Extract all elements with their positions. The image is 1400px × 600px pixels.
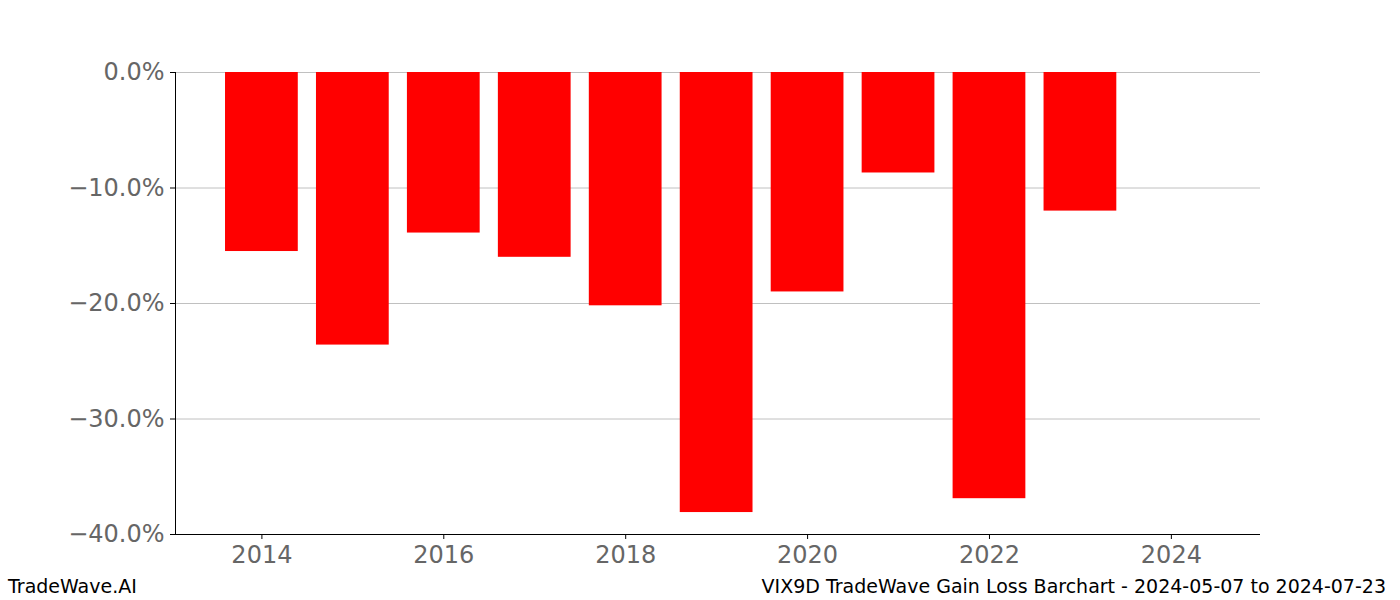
svg-text:−30.0%: −30.0% <box>68 405 164 433</box>
svg-text:2018: 2018 <box>595 541 656 569</box>
svg-text:0.0%: 0.0% <box>104 58 165 86</box>
html-text:TradeWave.AI: TradeWave.AI <box>8 575 137 597</box>
svg-text:2014: 2014 <box>231 541 292 569</box>
svg-text:−40.0%: −40.0% <box>68 520 164 548</box>
html-text:VIX9D TradeWave Gain Loss Barc: VIX9D TradeWave Gain Loss Barchart - 202… <box>761 575 1386 597</box>
svg-text:−20.0%: −20.0% <box>68 289 164 317</box>
svg-text:2016: 2016 <box>413 541 474 569</box>
svg-text:2022: 2022 <box>959 541 1020 569</box>
svg-text:2024: 2024 <box>1141 541 1202 569</box>
svg-text:−10.0%: −10.0% <box>68 174 164 202</box>
svg-text:2020: 2020 <box>777 541 838 569</box>
